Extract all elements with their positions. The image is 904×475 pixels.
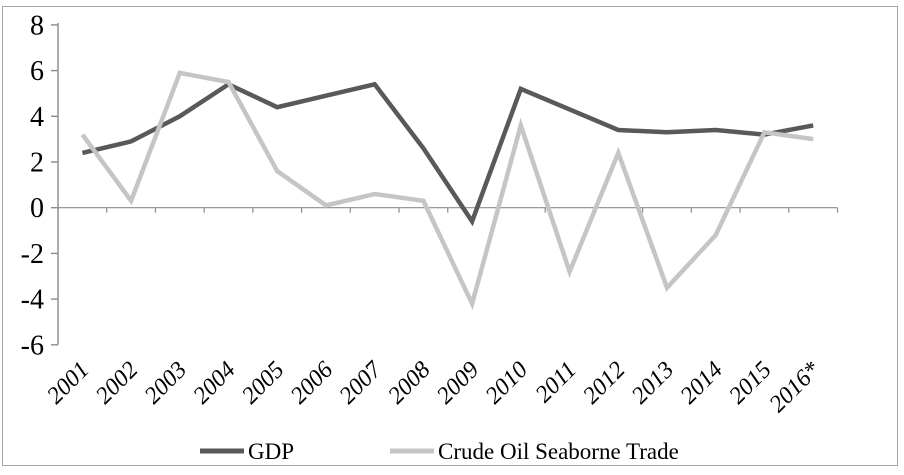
plot-area: 86420-2-4-620012002200320042005200620072… (21, 10, 839, 418)
y-axis-tick-label: 8 (30, 10, 44, 41)
x-axis-label: 2014 (676, 357, 728, 409)
x-axis-label: 2011 (531, 357, 582, 408)
x-axis-label: 2005 (237, 357, 289, 409)
y-axis-tick-label: -4 (21, 285, 44, 316)
y-axis-tick-label: 2 (30, 148, 44, 179)
x-axis-label: 2002 (91, 357, 143, 409)
x-axis-label: 2004 (188, 357, 240, 409)
gdp-series-line (81, 81, 814, 227)
y-axis-tick-label: 4 (30, 102, 44, 133)
x-axis-label: 2010 (481, 357, 533, 409)
legend-label-crude-oil: Crude Oil Seaborne Trade (438, 439, 679, 464)
y-axis-tick-label: -6 (21, 330, 44, 361)
x-axis-label: 2009 (432, 357, 484, 409)
x-axis-label: 2003 (140, 357, 192, 409)
y-axis-tick-label: -2 (21, 239, 44, 270)
x-axis-label: 2012 (578, 357, 630, 409)
legend: GDP Crude Oil Seaborne Trade (200, 439, 679, 464)
x-axis-label: 2013 (627, 357, 679, 409)
y-axis-tick-label: 0 (30, 193, 44, 224)
y-axis-tick-label: 6 (30, 56, 44, 87)
x-axis-label: 2007 (335, 356, 388, 409)
x-axis-label: 2001 (42, 357, 94, 409)
x-axis-label: 2016* (765, 357, 826, 418)
x-axis-label: 2008 (383, 357, 435, 409)
legend-label-gdp: GDP (248, 439, 294, 464)
crude-oil-series-line (80, 70, 814, 311)
x-axis-label: 2006 (286, 357, 338, 409)
